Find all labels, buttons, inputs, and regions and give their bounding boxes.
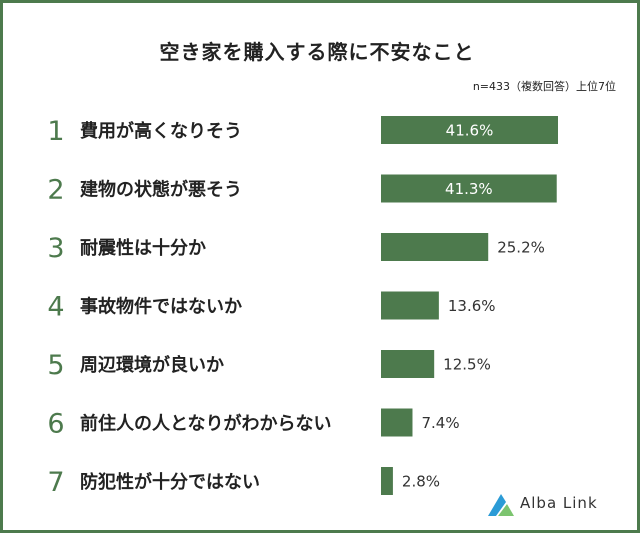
category-label: 事故物件ではないか	[80, 296, 242, 318]
chart-title: 空き家を購入する際に不安なこと	[159, 40, 475, 64]
category-label: 前住人の人となりがわからない	[80, 413, 331, 435]
alba-link-logo: Alba Link	[484, 490, 614, 518]
category-label: 建物の状態が悪そう	[80, 179, 242, 201]
bar	[381, 467, 393, 495]
rank-number: 2	[47, 175, 64, 206]
category-label: 周辺環境が良いか	[80, 354, 224, 376]
rank-number: 1	[47, 116, 64, 147]
bar	[381, 350, 435, 378]
rank-number: 3	[47, 233, 64, 264]
value-label: 41.6%	[446, 122, 494, 140]
rank-number: 6	[47, 409, 64, 440]
category-label: 耐震性は十分か	[80, 237, 206, 259]
value-label: 2.8%	[402, 473, 440, 491]
rank-number: 4	[47, 292, 64, 323]
bar	[381, 291, 439, 320]
value-label: 7.4%	[421, 414, 459, 432]
bar	[381, 233, 489, 261]
bar	[381, 408, 413, 437]
rank-number: 7	[47, 467, 64, 498]
value-label: 12.5%	[443, 356, 491, 374]
category-label: 費用が高くなりそう	[80, 120, 242, 142]
value-label: 41.3%	[445, 180, 493, 198]
sample-note: n=433（複数回答）上位7位	[472, 80, 616, 93]
rank-number: 5	[47, 350, 64, 381]
alba-link-logo-icon	[488, 494, 514, 516]
category-label: 防犯性が十分ではない	[80, 471, 260, 493]
value-label: 13.6%	[448, 297, 496, 315]
logo-text: Alba Link	[520, 494, 598, 512]
value-label: 25.2%	[497, 239, 545, 257]
bar	[381, 116, 558, 144]
bar	[381, 174, 557, 203]
